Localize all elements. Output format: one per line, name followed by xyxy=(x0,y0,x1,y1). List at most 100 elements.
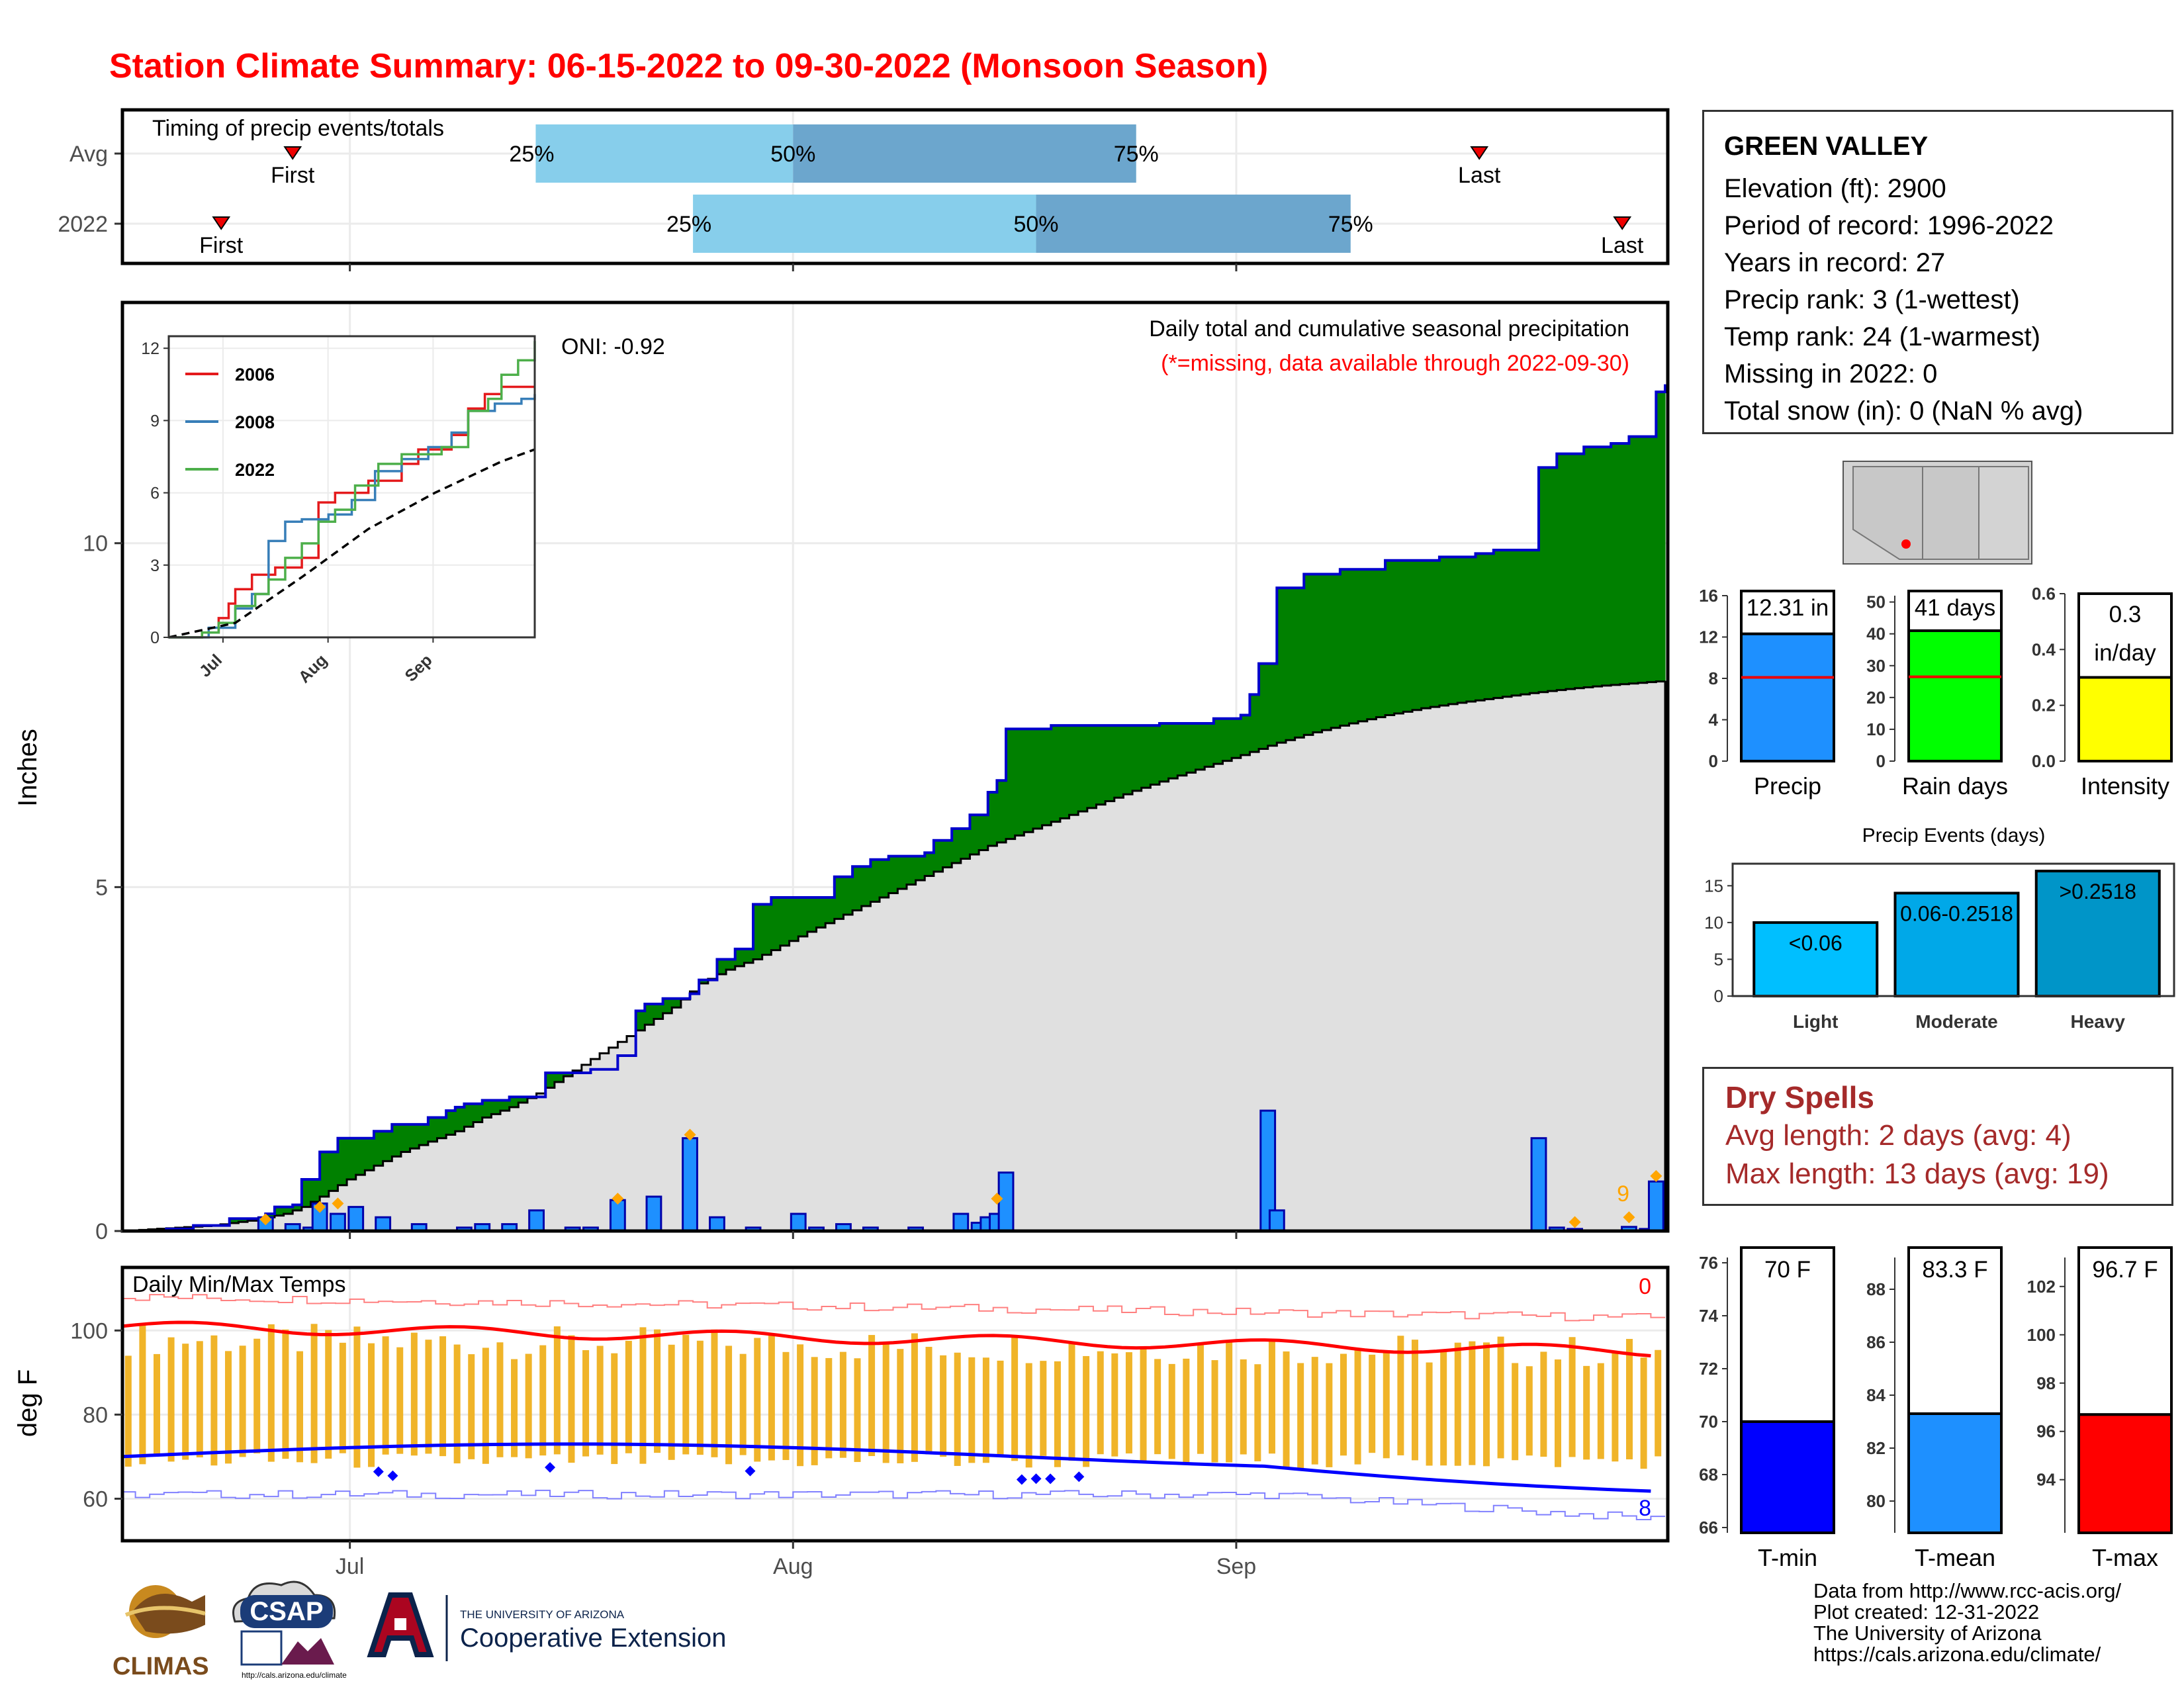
precip-departure-fill xyxy=(473,1103,483,1122)
timing-first-marker xyxy=(283,146,302,160)
precip-departure-fill xyxy=(1087,725,1097,808)
daily-precip-bar xyxy=(330,1212,346,1232)
precip-departure-fill xyxy=(1060,725,1070,819)
precip-departure-fill xyxy=(1024,729,1034,833)
temp-range-bar xyxy=(539,1345,547,1456)
cumulative-2022-line xyxy=(121,384,1666,1232)
temp-range-bar xyxy=(1183,1358,1190,1465)
ytick-label: 20 xyxy=(1866,688,1886,708)
temp-range-bar xyxy=(1554,1359,1561,1467)
timing-p50-label: 50% xyxy=(770,142,815,167)
precip-departure-fill xyxy=(1574,453,1584,688)
temp-range-bar xyxy=(582,1350,590,1457)
precip-departure-fill xyxy=(798,897,808,937)
value-label-2: in/day xyxy=(2094,640,2156,666)
temp-ylabel: deg F xyxy=(13,1369,42,1437)
timing-first-label: First xyxy=(271,163,315,188)
precip-departure-fill xyxy=(446,1111,456,1135)
temp-range-bar xyxy=(139,1324,146,1465)
logo-row: CLIMAS CSAP http://cals.arizona.edu/clim… xyxy=(113,1580,726,1680)
record-low-marker xyxy=(373,1466,384,1477)
temp-range-bar xyxy=(696,1340,704,1455)
precip-departure-fill xyxy=(1240,715,1251,755)
temp-range-bar xyxy=(768,1334,775,1461)
precip-departure-fill xyxy=(1547,467,1557,692)
timing-first-marker xyxy=(212,216,231,230)
precip-departure-fill xyxy=(1557,453,1567,690)
precip-departure-fill xyxy=(1213,718,1224,764)
precip-departure-fill xyxy=(861,866,871,906)
daily-precip-bar xyxy=(609,1199,626,1232)
precip-departure-fill xyxy=(1232,718,1242,758)
inset-legend-label: 2022 xyxy=(235,460,275,480)
avg-cumulative-area xyxy=(121,680,1666,1232)
inset-ytick-label: 6 xyxy=(150,484,159,503)
precip-departure-fill xyxy=(987,792,997,846)
daily-precip-bar xyxy=(709,1216,725,1232)
category-label: Precip xyxy=(1754,772,1821,800)
csap-label: CSAP xyxy=(250,1597,323,1626)
precip-departure-fill xyxy=(1502,550,1512,697)
temp-range-bar xyxy=(1640,1357,1647,1469)
precip-departure-fill xyxy=(1141,725,1151,788)
temp-range-bar xyxy=(339,1342,346,1453)
ytick-label: 40 xyxy=(1866,624,1886,644)
temp-range-bar xyxy=(1655,1349,1662,1457)
precip-departure-fill xyxy=(789,897,799,941)
panel-intensity: 0.0 0.2 0.4 0.6 0.3 in/day Intensity xyxy=(2032,584,2173,800)
temp-range-bar xyxy=(396,1347,404,1454)
temp-range-bar xyxy=(568,1335,575,1463)
record-high-count: 0 xyxy=(1639,1274,1651,1299)
panel-precip_total: 0 4 8 12 16 12.31 in Precip xyxy=(1699,586,1835,800)
temp-range-bar xyxy=(1226,1342,1233,1463)
precip-departure-fill xyxy=(1439,557,1449,706)
station-info-box: GREEN VALLEY Elevation (ft): 2900 Period… xyxy=(1702,110,2173,434)
temp-xtick-label: Jul xyxy=(336,1554,364,1579)
precip-departure-fill xyxy=(428,1117,438,1142)
ytick-label: 0.0 xyxy=(2032,751,2056,771)
avg-high-line xyxy=(120,1320,1651,1358)
main-ytick-label: 5 xyxy=(95,875,108,900)
precip-departure-fill xyxy=(771,897,781,950)
ytick-label: 70 xyxy=(1699,1412,1718,1432)
precip-departure-fill xyxy=(1520,550,1530,695)
precip-departure-fill xyxy=(880,859,889,897)
precip-departure-fill xyxy=(563,1072,573,1077)
temp-range-bar xyxy=(1426,1362,1433,1466)
timing-bar-lower xyxy=(693,195,1036,253)
inset-ytick-label: 0 xyxy=(150,629,159,647)
temp-range-bar xyxy=(553,1326,561,1455)
temp-range-bar xyxy=(854,1358,861,1462)
precip-departure-fill xyxy=(780,897,790,946)
temp-xtick-label: Sep xyxy=(1216,1554,1257,1579)
ytick-label: 74 xyxy=(1699,1306,1718,1326)
category-label: T-max xyxy=(2092,1544,2158,1571)
ytick-label: 10 xyxy=(1866,719,1886,739)
avg-daily-marker xyxy=(684,1128,696,1141)
precip-departure-fill xyxy=(1430,560,1440,708)
daily-precip-bar xyxy=(1268,1209,1285,1232)
daily-precip-bar xyxy=(528,1209,545,1232)
precip-departure-fill xyxy=(1150,725,1160,785)
station-missing: Missing in 2022: 0 xyxy=(1724,359,1938,388)
inset-series-2022 xyxy=(169,341,536,639)
precip-departure-fill xyxy=(635,1011,645,1030)
ytick-label: 96 xyxy=(2036,1422,2056,1441)
ytick-label: 72 xyxy=(1699,1359,1718,1379)
precip-departure-fill xyxy=(1340,569,1350,726)
record-low-marker xyxy=(745,1465,756,1477)
value-label: 0.3 xyxy=(2109,602,2142,627)
temp-range-bar xyxy=(1083,1355,1090,1467)
precip-departure-fill xyxy=(1114,725,1124,798)
record-low-marker xyxy=(1030,1473,1042,1485)
precip-departure-fill xyxy=(1006,729,1016,839)
ua-big-text: Cooperative Extension xyxy=(460,1623,726,1653)
precip-departure-fill xyxy=(1466,557,1477,702)
dry-spells-title: Dry Spells xyxy=(1725,1080,1874,1115)
precip-departure-fill xyxy=(328,1152,339,1191)
temp-ytick-label: 60 xyxy=(83,1486,108,1512)
panel-tmin: 66 68 70 72 74 76 70 F T-min xyxy=(1699,1246,1835,1571)
inset-ytick-label: 3 xyxy=(150,557,159,575)
temp-range-bar xyxy=(954,1352,961,1466)
precip-departure-fill xyxy=(491,1100,501,1115)
